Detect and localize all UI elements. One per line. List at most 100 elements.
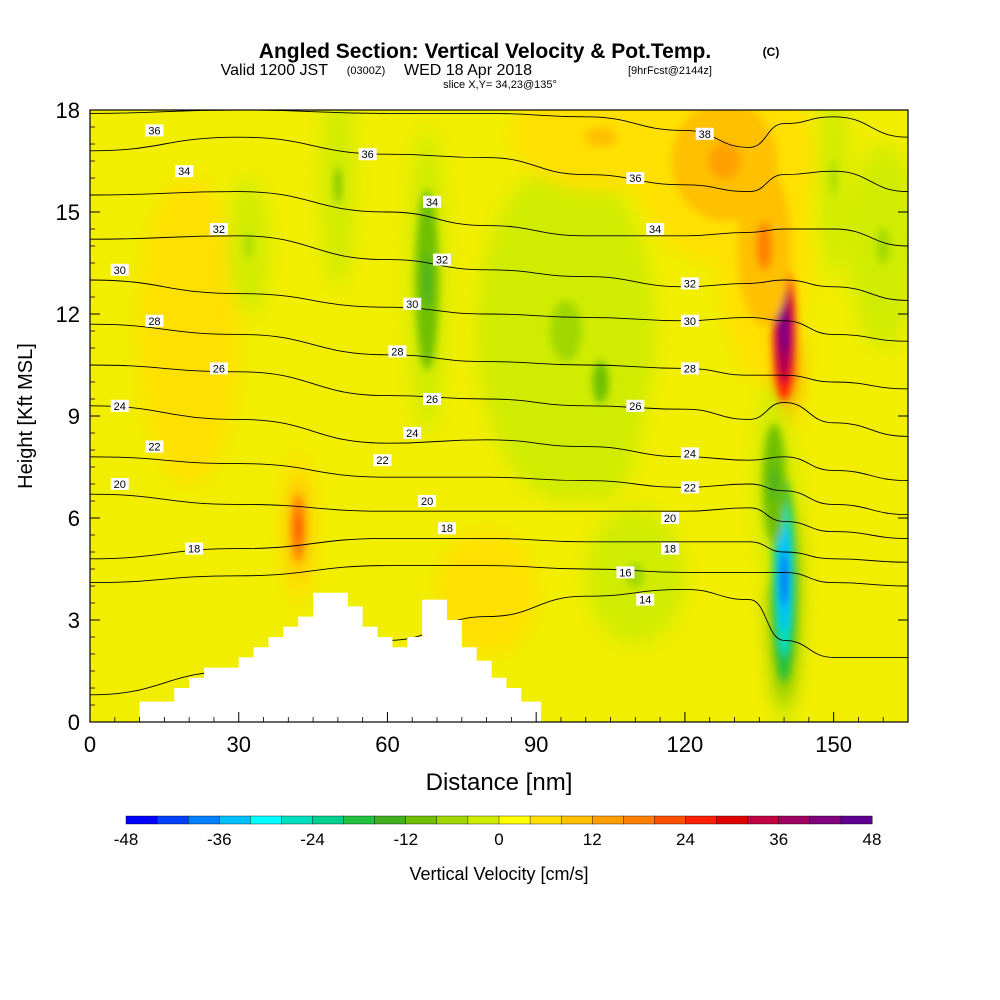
isentrope-label-text: 38 xyxy=(699,129,711,141)
subtitle-fcst: [9hrFcst@2144z] xyxy=(628,65,712,77)
isentrope-label-text: 22 xyxy=(148,442,160,454)
velocity-cell-10-2 xyxy=(708,142,741,180)
isentrope-label-text: 24 xyxy=(114,401,126,413)
y-tick-label: 12 xyxy=(56,302,80,327)
velocity-cell-5-2 xyxy=(423,252,431,308)
x-axis: 0 30 60 90 120 150 xyxy=(84,712,884,757)
velocity-cell-1-2 xyxy=(756,221,773,271)
x-tick-label: 60 xyxy=(375,732,399,757)
y-tick-label: 3 xyxy=(68,608,80,633)
isentrope-label-7: 22 xyxy=(145,440,164,454)
isentrope-label-11: 34 xyxy=(423,195,442,209)
colorbar-tick-label: 48 xyxy=(863,830,882,849)
isentrope-label-28: 22 xyxy=(680,481,699,494)
colorbar-swatch xyxy=(219,815,251,825)
y-tick-label: 15 xyxy=(56,200,80,225)
colorbar-swatch xyxy=(467,815,500,825)
colorbar-swatch xyxy=(312,815,345,825)
colorbar-swatch xyxy=(560,815,593,825)
isentrope-label-6: 24 xyxy=(110,399,129,413)
isentrope-label-bg xyxy=(626,399,645,412)
isentrope-label-bg xyxy=(175,165,194,178)
isentrope-label-text: 32 xyxy=(213,224,225,236)
isentrope-22 xyxy=(90,456,908,516)
colorbar-swatch xyxy=(156,815,189,825)
isentrope-label-bg xyxy=(423,195,442,208)
chart-title: Angled Section: Vertical Velocity & Pot.… xyxy=(259,40,711,63)
y-tick-label: 9 xyxy=(68,404,80,429)
isentrope-label-bg xyxy=(680,314,699,327)
isentrope-label-bg xyxy=(646,223,665,235)
isentrope-label-bg xyxy=(358,148,377,161)
colorbar-swatch xyxy=(685,815,718,825)
velocity-cell-4-3 xyxy=(295,514,301,542)
isentrope-label-text: 22 xyxy=(376,455,388,467)
velocity-cell-0-6 xyxy=(780,309,788,353)
y-tick-label: 0 xyxy=(68,710,80,735)
isentrope-label-text: 34 xyxy=(178,166,190,178)
isentrope-label-bg xyxy=(209,362,228,375)
isentrope-label-bg xyxy=(661,512,680,524)
isentropes xyxy=(90,110,908,696)
y-tick-label: 18 xyxy=(56,98,80,123)
isentrope-label-8: 20 xyxy=(110,478,129,491)
isentrope-label-text: 18 xyxy=(441,523,453,535)
subtitle-date: WED 18 Apr 2018 xyxy=(404,62,532,79)
isentrope-label-30: 18 xyxy=(661,542,680,556)
colorbar-swatch xyxy=(405,815,438,825)
colorbar-swatch xyxy=(809,815,842,825)
isentrope-label-bg xyxy=(616,566,635,579)
colorbar-swatch xyxy=(654,815,687,825)
isentrope-label-text: 24 xyxy=(684,448,696,460)
isentrope-label-2: 32 xyxy=(209,223,228,236)
isentrope-label-text: 16 xyxy=(619,567,631,579)
colorbar-swatch xyxy=(281,815,313,825)
isentrope-label-31: 16 xyxy=(616,566,635,579)
colorbar-tick-label: 12 xyxy=(583,830,602,849)
colorbar-swatch xyxy=(250,815,282,825)
isentrope-label-23: 32 xyxy=(680,277,699,290)
isentrope-label-text: 34 xyxy=(426,197,438,209)
velocity-cell-13-1 xyxy=(477,581,496,604)
isentrope-20 xyxy=(90,493,908,539)
isentrope-30 xyxy=(90,279,908,342)
colorbar-tick-label: -48 xyxy=(114,830,139,849)
colorbar-swatch xyxy=(592,815,624,825)
isentrope-label-text: 30 xyxy=(114,265,126,277)
colorbar-swatch xyxy=(187,815,220,825)
velocity-cell-2-5 xyxy=(780,551,788,607)
isentrope-34 xyxy=(90,191,908,247)
subtitle-valid: Valid 1200 JST xyxy=(221,62,329,79)
isentrope-16 xyxy=(90,565,908,587)
isentrope-label-bg xyxy=(209,223,228,235)
velocity-cell-11-1 xyxy=(584,127,617,147)
isentrope-label-bg xyxy=(626,172,645,184)
isentrope-32 xyxy=(90,235,908,301)
isentrope-label-bg xyxy=(145,440,164,453)
x-tick-label: 0 xyxy=(84,732,96,757)
isentrope-label-21: 36 xyxy=(626,172,645,185)
isentrope-label-bg xyxy=(373,454,392,467)
colorbar-swatch xyxy=(716,815,749,825)
isentrope-label-text: 36 xyxy=(629,173,641,185)
colorbar-swatch xyxy=(778,815,811,825)
isentrope-label-4: 28 xyxy=(145,314,164,328)
isentrope-label-29: 20 xyxy=(661,512,680,525)
isentrope-label-text: 26 xyxy=(629,401,641,413)
slice-label: slice X,Y= 34,23@135° xyxy=(443,79,557,91)
isentrope-label-text: 32 xyxy=(436,255,448,267)
colorbar-swatch xyxy=(436,815,469,825)
isentrope-label-5: 26 xyxy=(209,362,228,375)
isentrope-label-9: 18 xyxy=(185,542,204,556)
x-tick-label: 90 xyxy=(524,732,548,757)
velocity-cell-3-2 xyxy=(770,465,778,503)
isentrope-label-bg xyxy=(145,124,164,137)
isentrope-label-text: 20 xyxy=(114,479,126,491)
isentrope-label-text: 14 xyxy=(639,595,651,607)
colorbar-swatch xyxy=(529,815,562,825)
isentrope-label-text: 26 xyxy=(213,363,225,375)
isentrope-label-bg xyxy=(432,253,451,266)
colorbar-tick-label: -12 xyxy=(393,830,418,849)
velocity-shading-core xyxy=(180,110,890,683)
